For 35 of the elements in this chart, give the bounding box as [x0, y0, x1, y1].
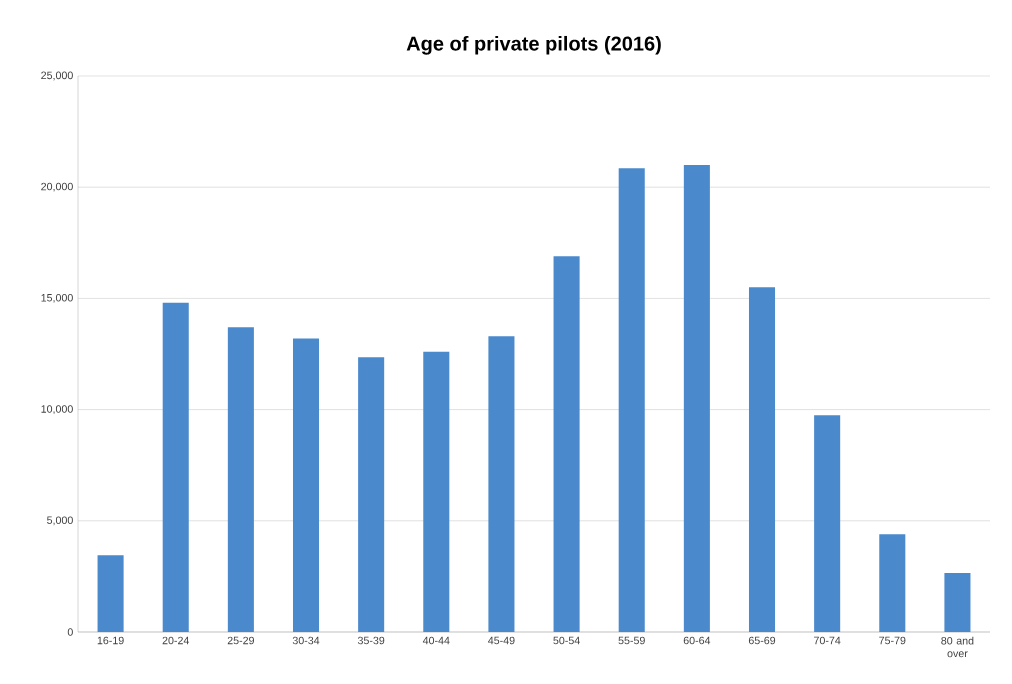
- y-tick-label: 0: [67, 628, 73, 636]
- x-tick-label: 20-24: [162, 636, 190, 645]
- bar: [358, 357, 385, 632]
- x-tick-label: 30-34: [292, 636, 320, 645]
- x-tick-label: 35-39: [357, 636, 385, 645]
- chart-title: Age of private pilots (2016): [406, 35, 661, 55]
- bar: [97, 555, 124, 632]
- x-tick-label: 75-79: [879, 636, 906, 645]
- x-tick-label: 55-59: [618, 636, 645, 645]
- x-tick-label: 65-69: [748, 636, 776, 645]
- x-tick-label: 16-19: [97, 636, 124, 645]
- bar: [292, 338, 320, 632]
- bar: [944, 573, 971, 632]
- x-tick-label: 50-54: [553, 636, 580, 645]
- x-tick-label: 45-49: [488, 636, 515, 645]
- y-tick-label: 25,000: [41, 71, 73, 81]
- bar: [423, 351, 450, 632]
- bar: [618, 168, 645, 632]
- bar: [814, 415, 841, 632]
- x-tick-label: 25-29: [227, 636, 254, 645]
- y-tick-label: 5,000: [47, 516, 73, 526]
- x-tick-label: 60-64: [683, 636, 711, 645]
- x-tick-label: 80 and over: [941, 636, 974, 658]
- x-tick-label: 40-44: [422, 636, 450, 645]
- bar: [748, 287, 776, 632]
- bar: [162, 302, 189, 632]
- bar: [553, 256, 580, 632]
- bar: [683, 164, 710, 632]
- bar: [879, 534, 906, 632]
- x-tick-label: 70-74: [814, 636, 841, 645]
- bar: [488, 336, 515, 632]
- y-tick-label: 20,000: [41, 182, 73, 192]
- y-tick-label: 10,000: [41, 405, 73, 414]
- y-tick-label: 15,000: [41, 293, 73, 303]
- bar: [227, 327, 254, 632]
